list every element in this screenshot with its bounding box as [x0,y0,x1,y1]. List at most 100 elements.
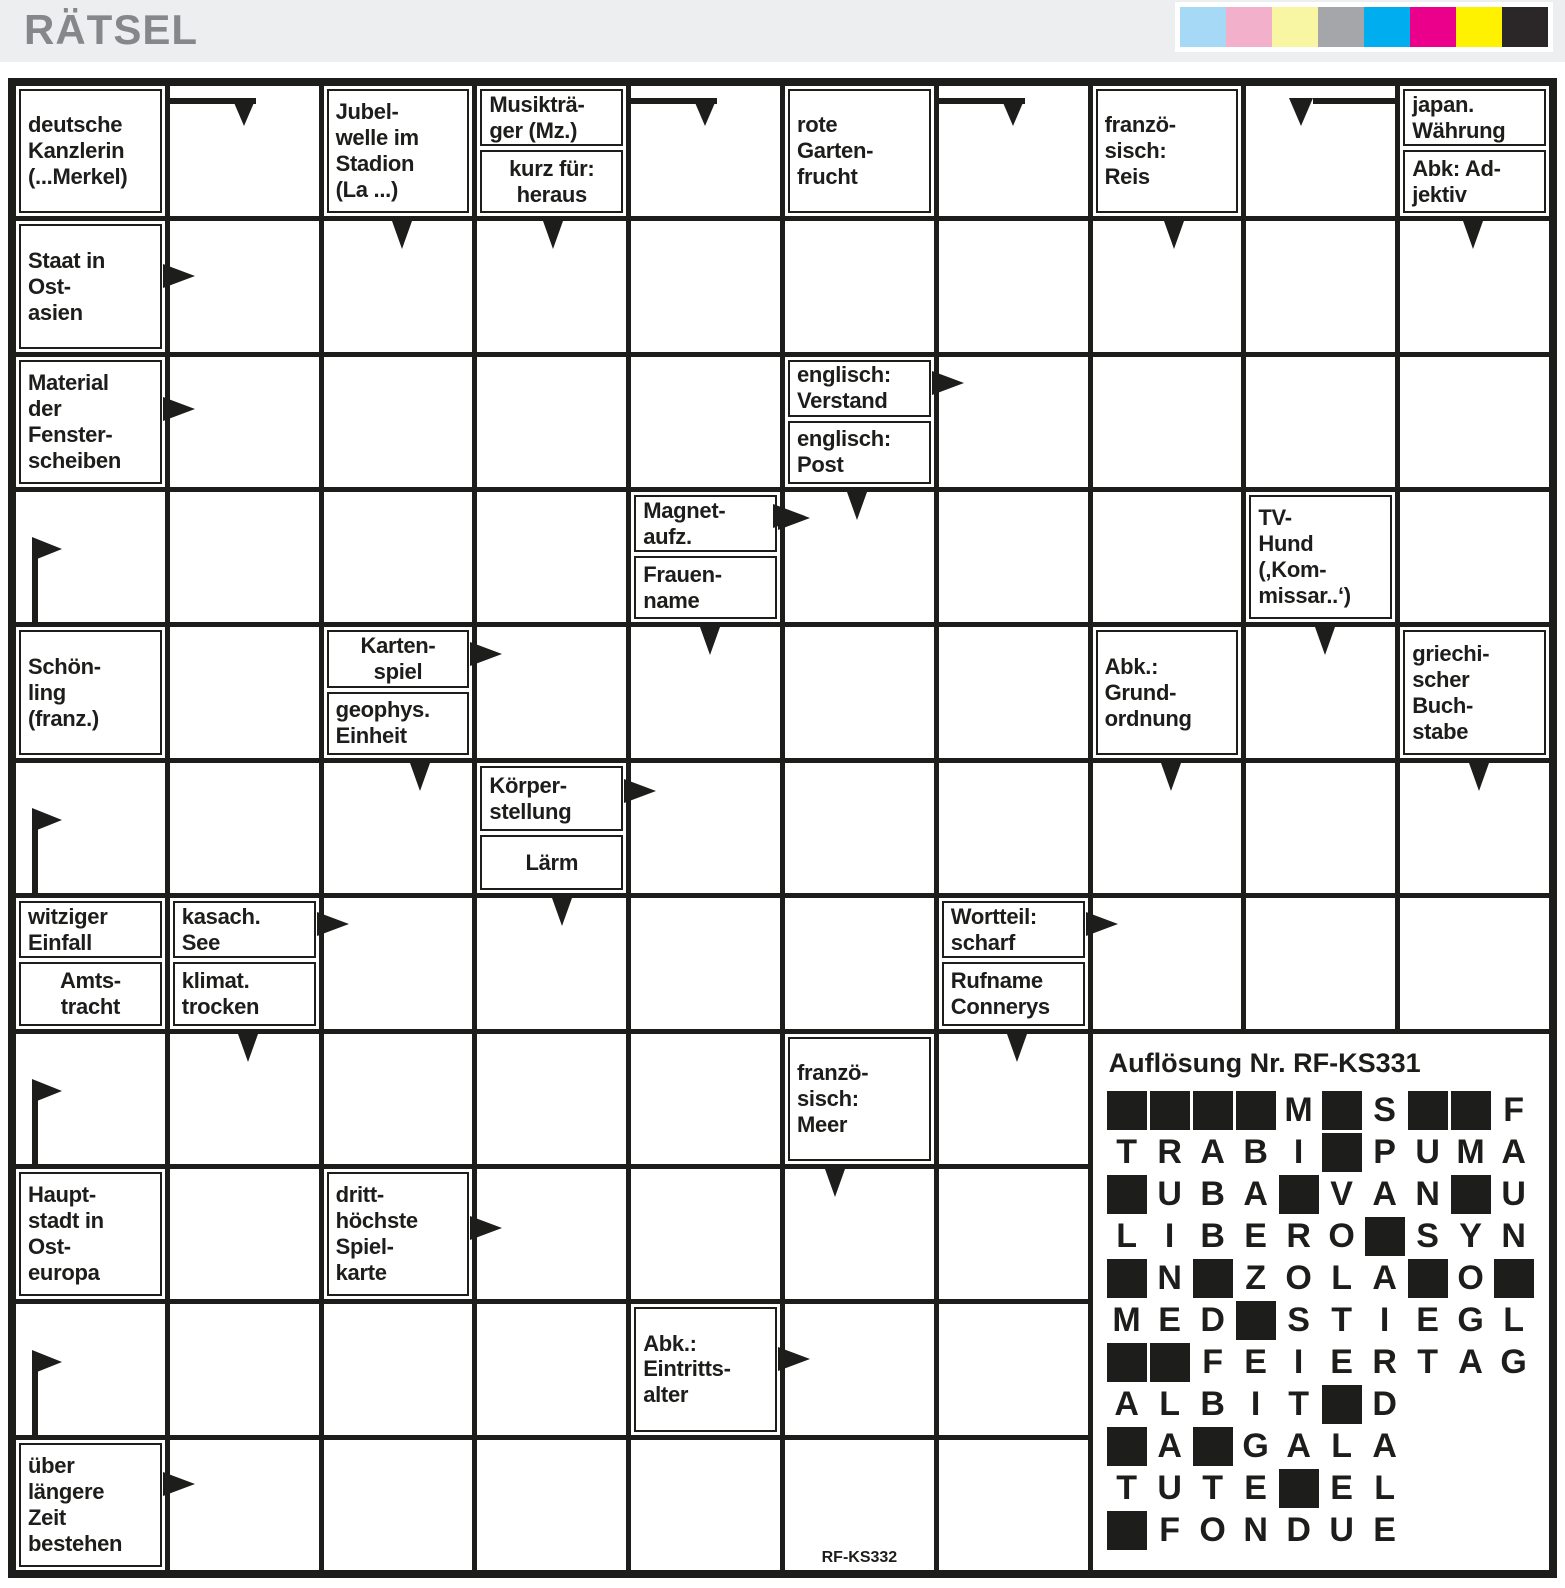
answer-cell-r8c2[interactable] [169,1033,319,1164]
answer-cell-r10c4[interactable] [477,1304,627,1435]
answer-cell-r4c10[interactable] [1400,492,1549,623]
answer-cell-r7c4[interactable] [477,898,627,1029]
answer-cell-r11c2[interactable] [169,1439,319,1570]
answer-cell-r9c6[interactable] [785,1168,934,1300]
answer-cell-r8c1[interactable] [16,1033,165,1164]
answer-cell-r5c7[interactable] [938,627,1088,758]
solution-letter: T [1417,1342,1438,1381]
solution-letter: L [1331,1426,1352,1465]
answer-cell-r2c8[interactable] [1092,221,1242,352]
answer-cell-r10c1[interactable] [16,1304,165,1435]
arrow-down-icon [1468,762,1489,791]
answer-cell-r6c8[interactable] [1092,762,1242,894]
answer-cell-r6c2[interactable] [169,762,319,894]
answer-cell-r2c4[interactable] [477,221,627,352]
solution-letter: U [1157,1468,1182,1507]
answer-cell-r8c4[interactable] [477,1033,627,1164]
answer-cell-r3c3[interactable] [323,356,473,488]
arrow-corner-down-icon [631,86,780,216]
answer-cell-r7c10[interactable] [1400,898,1549,1029]
clue-cell-r1c4: Musikträ- ger (Mz.) kurz für: heraus [477,86,627,217]
answer-cell-r11c3[interactable] [323,1439,473,1570]
answer-cell-r5c9[interactable] [1246,627,1396,758]
crossword-grid: deutsche Kanzlerin (...Merkel) Jubel- wel… [8,78,1557,1578]
clue-text: Schön- ling (franz.) [19,630,162,755]
answer-cell-r8c3[interactable] [323,1033,473,1164]
answer-cell-r10c3[interactable] [323,1304,473,1435]
answer-cell-r3c5[interactable] [631,356,780,488]
answer-cell-r3c9[interactable] [1246,356,1396,488]
answer-cell-r5c5[interactable] [631,627,780,758]
answer-cell-r3c4[interactable] [477,356,627,488]
clue-text: über längere Zeit bestehen [19,1442,162,1567]
answer-cell-r3c8[interactable] [1092,356,1242,488]
answer-cell-r4c4[interactable] [477,492,627,623]
answer-cell-r9c5[interactable] [631,1168,780,1300]
solution-letter: N [1157,1258,1182,1297]
answer-cell-r6c3[interactable] [323,762,473,894]
answer-cell-r7c9[interactable] [1246,898,1396,1029]
arrow-down-icon [542,221,563,250]
solution-letter: T [1288,1384,1309,1423]
answer-cell-r6c1[interactable] [16,762,165,894]
answer-cell-r4c2[interactable] [169,492,319,623]
answer-cell-r11c5[interactable] [631,1439,780,1570]
answer-cell-r1c9[interactable] [1246,86,1396,217]
answer-cell-r9c7[interactable] [938,1168,1088,1300]
answer-cell-r7c6[interactable] [785,898,934,1029]
answer-cell-r8c7[interactable] [938,1033,1088,1164]
solution-black-square [1450,1090,1491,1130]
answer-cell-r11c4[interactable] [477,1439,627,1570]
solution-black-square [1106,1342,1147,1382]
answer-cell-r11c6[interactable]: RF-KS332 [785,1439,934,1570]
answer-cell-r1c5[interactable] [631,86,780,217]
clue-text: Wortteil: scharf [941,901,1085,959]
solution-black-square [1321,1090,1362,1130]
answer-cell-r2c5[interactable] [631,221,780,352]
clue-text: Musikträ- ger (Mz.) [480,89,624,147]
answer-cell-r4c1[interactable] [16,492,165,623]
answer-cell-r6c7[interactable] [938,762,1088,894]
clue-cell-r1c3: Jubel- welle im Stadion (La ...) [323,86,473,217]
answer-cell-r2c10[interactable] [1400,221,1549,352]
solution-letter: F [1503,1090,1524,1129]
answer-cell-r2c3[interactable] [323,221,473,352]
answer-cell-r5c2[interactable] [169,627,319,758]
solution-letter: T [1331,1300,1352,1339]
answer-cell-r6c9[interactable] [1246,762,1396,894]
solution-letter: R [1372,1342,1397,1381]
arrow-right-icon [778,1347,810,1372]
answer-cell-r10c2[interactable] [169,1304,319,1435]
answer-cell-r1c7[interactable] [938,86,1088,217]
answer-cell-r10c7[interactable] [938,1304,1088,1435]
answer-cell-r7c5[interactable] [631,898,780,1029]
clue-text: rote Garten- frucht [788,89,931,214]
solution-letter: N [1501,1216,1526,1255]
answer-cell-r2c6[interactable] [785,221,934,352]
answer-cell-r3c2[interactable] [169,356,319,488]
clue-text: franzö- sisch: Reis [1095,89,1239,214]
answer-cell-r2c9[interactable] [1246,221,1396,352]
answer-cell-r1c2[interactable] [169,86,319,217]
answer-cell-r11c7[interactable] [938,1439,1088,1570]
solution-letter: U [1501,1174,1526,1213]
answer-cell-r8c5[interactable] [631,1033,780,1164]
answer-cell-r4c8[interactable] [1092,492,1242,623]
solution-letter: S [1287,1300,1310,1339]
answer-cell-r9c2[interactable] [169,1168,319,1300]
clue-text: Frauen- name [634,556,777,620]
answer-cell-r2c7[interactable] [938,221,1088,352]
answer-cell-r3c10[interactable] [1400,356,1549,488]
solution-letter: V [1330,1174,1353,1213]
answer-cell-r4c7[interactable] [938,492,1088,623]
answer-cell-r6c6[interactable] [785,762,934,894]
solution-box: Auflösung Nr. RF-KS331 M S F T R A B I P U M A U B A V A N… [1092,1033,1549,1570]
answer-cell-r5c6[interactable] [785,627,934,758]
color-swatch [1226,7,1272,47]
answer-cell-r4c3[interactable] [323,492,473,623]
answer-cell-r6c10[interactable] [1400,762,1549,894]
solution-black-square [1278,1468,1319,1508]
solution-letter: A [1286,1426,1311,1465]
